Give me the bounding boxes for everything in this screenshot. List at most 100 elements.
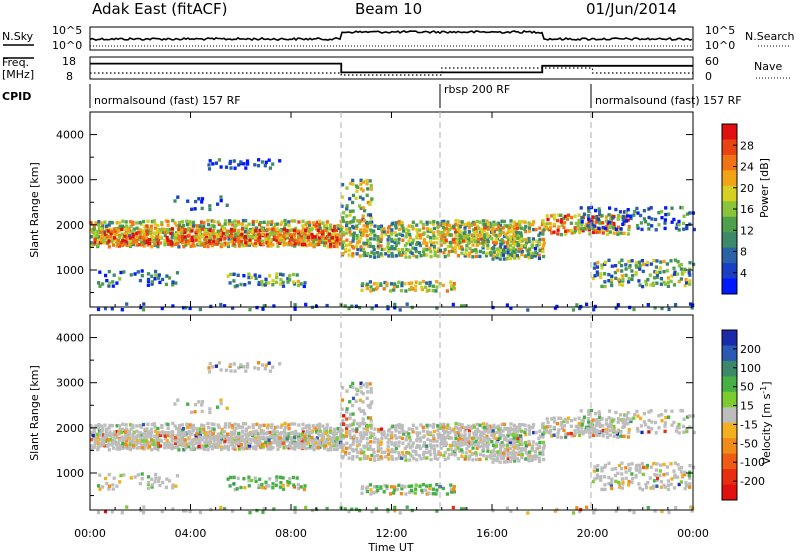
power-cell xyxy=(138,235,142,239)
power-cell xyxy=(688,211,692,215)
velocity-cell xyxy=(301,427,305,431)
power-cell xyxy=(592,266,596,270)
power-cell xyxy=(552,230,556,234)
velocity-cell xyxy=(520,452,524,457)
power-cell xyxy=(508,237,512,241)
power-cell xyxy=(251,222,255,227)
velocity-cell xyxy=(210,422,214,426)
velocity-cell xyxy=(389,492,393,496)
power-cell xyxy=(428,240,433,244)
velocity-cell xyxy=(596,464,600,468)
power-cell xyxy=(279,235,283,240)
velocity-cell xyxy=(233,369,237,373)
velocity-cell xyxy=(200,409,204,414)
power-cell xyxy=(233,166,237,170)
velocity-cell xyxy=(345,423,349,428)
power-cell xyxy=(600,284,604,289)
power-cell xyxy=(646,303,650,307)
power-cell xyxy=(118,277,122,281)
velocity-cell xyxy=(541,440,545,445)
power-cell xyxy=(597,220,601,224)
power-cell xyxy=(342,233,346,237)
power-cell xyxy=(648,273,652,277)
velocity-cell xyxy=(170,438,174,443)
power-cell xyxy=(415,240,420,245)
velocity-cell xyxy=(325,506,329,511)
velocity-cell xyxy=(505,443,509,448)
velocity-cell xyxy=(673,473,677,477)
colorbar-swatch xyxy=(722,469,737,486)
power-cell xyxy=(351,252,355,256)
velocity-cell xyxy=(295,476,299,480)
velocity-cell xyxy=(544,429,548,433)
power-cell xyxy=(349,233,353,237)
power-cell xyxy=(534,227,538,232)
power-cell xyxy=(254,244,258,248)
velocity-cell xyxy=(208,442,212,446)
power-cell xyxy=(616,217,620,221)
velocity-cell xyxy=(472,435,476,440)
velocity-cell xyxy=(270,423,274,427)
velocity-cell xyxy=(200,400,205,404)
power-cell xyxy=(289,233,293,237)
power-cell xyxy=(616,225,620,229)
velocity-cell xyxy=(541,435,545,439)
velocity-cell xyxy=(127,436,132,440)
velocity-cell xyxy=(241,425,245,429)
velocity-cell xyxy=(180,441,184,445)
velocity-cell xyxy=(142,444,147,448)
velocity-cell xyxy=(664,409,668,413)
cpid-row: CPID normalsound (fast) 157 RF rbsp 200 … xyxy=(2,83,742,108)
velocity-cell xyxy=(528,432,532,436)
velocity-cell xyxy=(154,472,158,477)
power-cell xyxy=(207,163,211,167)
velocity-cell xyxy=(387,453,391,457)
power-cell xyxy=(607,258,611,262)
power-cell xyxy=(269,222,273,227)
power-cell xyxy=(548,226,553,230)
velocity-cell xyxy=(612,424,616,429)
velocity-cell xyxy=(262,423,266,427)
velocity-cell xyxy=(415,431,419,435)
velocity-cell xyxy=(176,398,180,402)
velocity-cell xyxy=(348,429,352,434)
power-cell xyxy=(409,285,413,290)
velocity-cell xyxy=(386,448,390,452)
power-cell xyxy=(101,282,105,286)
power-cell xyxy=(349,181,353,186)
velocity-cell xyxy=(255,422,259,427)
velocity-cell xyxy=(274,441,278,445)
power-cell xyxy=(241,222,245,226)
power-cell xyxy=(641,284,645,289)
velocity-cell xyxy=(672,475,677,479)
power-cell xyxy=(594,208,598,213)
velocity-cell xyxy=(325,423,329,427)
velocity-cell xyxy=(446,456,450,460)
velocity-cell xyxy=(333,427,337,432)
power-cell xyxy=(268,166,272,170)
power-cell xyxy=(666,284,670,288)
velocity-cell xyxy=(530,448,535,452)
velocity-cell xyxy=(401,454,405,458)
velocity-cell xyxy=(530,458,534,463)
velocity-cell xyxy=(261,510,265,514)
power-cell xyxy=(323,224,327,228)
power-cell xyxy=(510,225,515,229)
velocity-cell xyxy=(145,432,149,436)
velocity-cell xyxy=(143,427,147,432)
velocity-cell xyxy=(359,385,363,389)
velocity-cell xyxy=(365,427,369,431)
power-cell xyxy=(577,230,582,235)
power-cell xyxy=(355,189,359,193)
velocity-cell xyxy=(453,440,457,445)
velocity-cell xyxy=(680,409,685,413)
velocity-cell xyxy=(119,473,123,478)
power-cell xyxy=(97,220,101,224)
power-cell xyxy=(458,233,462,237)
velocity-cell xyxy=(679,465,683,470)
power-cell xyxy=(531,222,535,227)
velocity-cell xyxy=(163,434,167,438)
velocity-cell xyxy=(498,448,502,452)
velocity-cell xyxy=(120,511,124,515)
velocity-cell xyxy=(169,434,173,439)
